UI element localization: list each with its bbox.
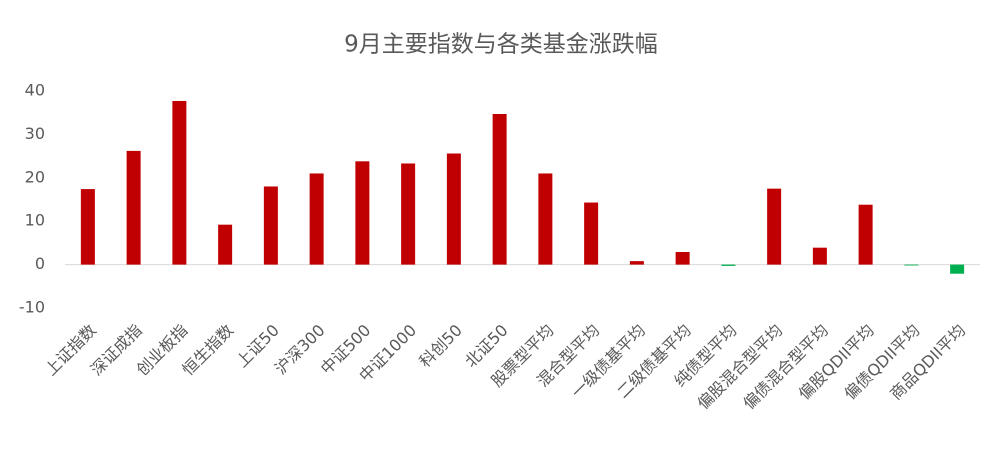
bar	[584, 202, 599, 265]
bar	[126, 150, 141, 265]
bar	[675, 252, 690, 265]
bar	[446, 153, 461, 265]
chart-title: 9月主要指数与各类基金涨跌幅	[344, 32, 658, 58]
bar	[309, 173, 324, 265]
bar	[858, 204, 873, 265]
bar	[950, 264, 965, 274]
y-tick-label: -10	[19, 298, 45, 317]
y-tick-label: 10	[25, 211, 45, 230]
bar	[492, 114, 507, 265]
y-tick-label: 30	[25, 124, 45, 143]
bar	[629, 261, 644, 265]
bar	[812, 247, 827, 265]
bar	[218, 224, 233, 265]
y-tick-label: 20	[25, 167, 45, 186]
bar	[538, 173, 553, 265]
bar	[355, 161, 370, 265]
bar	[904, 264, 919, 266]
bar	[172, 100, 187, 265]
bar	[767, 188, 782, 265]
x-tick-label: 沪深300	[271, 321, 329, 379]
bar	[721, 264, 736, 266]
bar	[401, 163, 416, 265]
x-tick-label: 恒生指数	[178, 321, 237, 380]
bar	[263, 186, 278, 265]
y-tick-label: 40	[25, 81, 45, 100]
x-tick-label: 科创50	[415, 321, 465, 371]
y-tick-label: 0	[35, 254, 45, 273]
bar	[80, 189, 95, 265]
